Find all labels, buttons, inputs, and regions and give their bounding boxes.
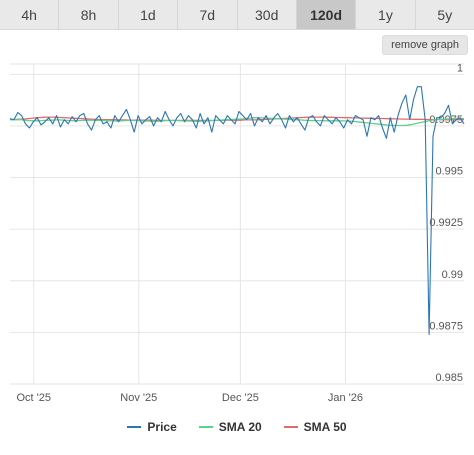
legend-item-sma20[interactable]: SMA 20 <box>198 420 262 434</box>
y-tick-label: 0.9875 <box>429 320 463 332</box>
tab-1d[interactable]: 1d <box>119 0 179 29</box>
x-tick-label: Nov '25 <box>120 392 157 404</box>
tab-30d[interactable]: 30d <box>238 0 297 29</box>
tab-1y[interactable]: 1y <box>356 0 416 29</box>
y-tick-label: 1 <box>457 62 463 74</box>
x-tick-label: Jan '26 <box>328 392 363 404</box>
legend-label: SMA 20 <box>218 420 262 434</box>
legend-label: Price <box>147 420 177 434</box>
y-tick-label: 0.9925 <box>429 217 463 229</box>
legend-label: SMA 50 <box>303 420 347 434</box>
x-tick-label: Oct '25 <box>16 392 51 404</box>
legend-swatch <box>127 426 142 428</box>
timeframe-tabs: 4h 8h 1d 7d 30d 120d 1y 5y <box>0 0 474 30</box>
tab-120d[interactable]: 120d <box>296 0 357 29</box>
remove-graph-button[interactable]: remove graph <box>382 35 468 55</box>
y-tick-label: 0.99 <box>442 269 463 281</box>
x-axis: Oct '25 Nov '25 Dec '25 Jan '26 <box>16 392 363 404</box>
chart-series <box>9 86 465 336</box>
price-line <box>9 86 465 336</box>
tab-4h[interactable]: 4h <box>0 0 60 29</box>
y-tick-label: 0.985 <box>435 372 463 384</box>
x-tick-label: Dec '25 <box>222 392 259 404</box>
legend-swatch <box>283 426 298 428</box>
tab-5y[interactable]: 5y <box>437 6 453 23</box>
chart-legend: Price SMA 20 SMA 50 <box>0 420 474 434</box>
y-tick-label: 0.995 <box>435 166 463 178</box>
legend-item-sma50[interactable]: SMA 50 <box>283 420 347 434</box>
legend-item-price[interactable]: Price <box>127 420 177 434</box>
tab-7d[interactable]: 7d <box>178 0 238 29</box>
tab-8h[interactable]: 8h <box>59 0 119 29</box>
legend-swatch <box>198 426 213 428</box>
chart-grid <box>10 63 464 385</box>
